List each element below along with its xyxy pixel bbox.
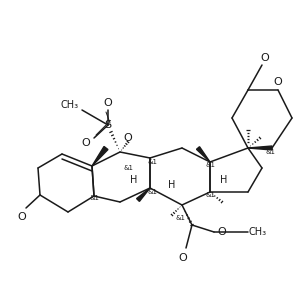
Text: &1: &1: [205, 162, 215, 168]
Text: &1: &1: [175, 215, 185, 221]
Text: CH₃: CH₃: [61, 100, 79, 110]
Text: O: O: [179, 253, 187, 263]
Text: O: O: [104, 98, 112, 108]
Text: O: O: [218, 227, 226, 237]
Text: H: H: [168, 180, 176, 190]
Text: &1: &1: [205, 192, 215, 198]
Text: O: O: [261, 53, 269, 63]
Polygon shape: [196, 147, 210, 162]
Text: O: O: [82, 138, 90, 148]
Text: &1: &1: [147, 159, 157, 165]
Text: &1: &1: [90, 195, 100, 201]
Text: &1: &1: [265, 149, 275, 155]
Text: &1: &1: [123, 165, 133, 171]
Text: O: O: [124, 133, 132, 143]
Text: H: H: [220, 175, 228, 185]
Text: H: H: [130, 175, 138, 185]
Text: CH₃: CH₃: [249, 227, 267, 237]
Text: O: O: [18, 212, 26, 222]
Text: &1: &1: [147, 189, 157, 195]
Text: O: O: [274, 77, 282, 87]
Polygon shape: [136, 188, 150, 201]
Text: S: S: [105, 120, 112, 130]
Polygon shape: [92, 146, 108, 166]
Polygon shape: [248, 146, 272, 150]
